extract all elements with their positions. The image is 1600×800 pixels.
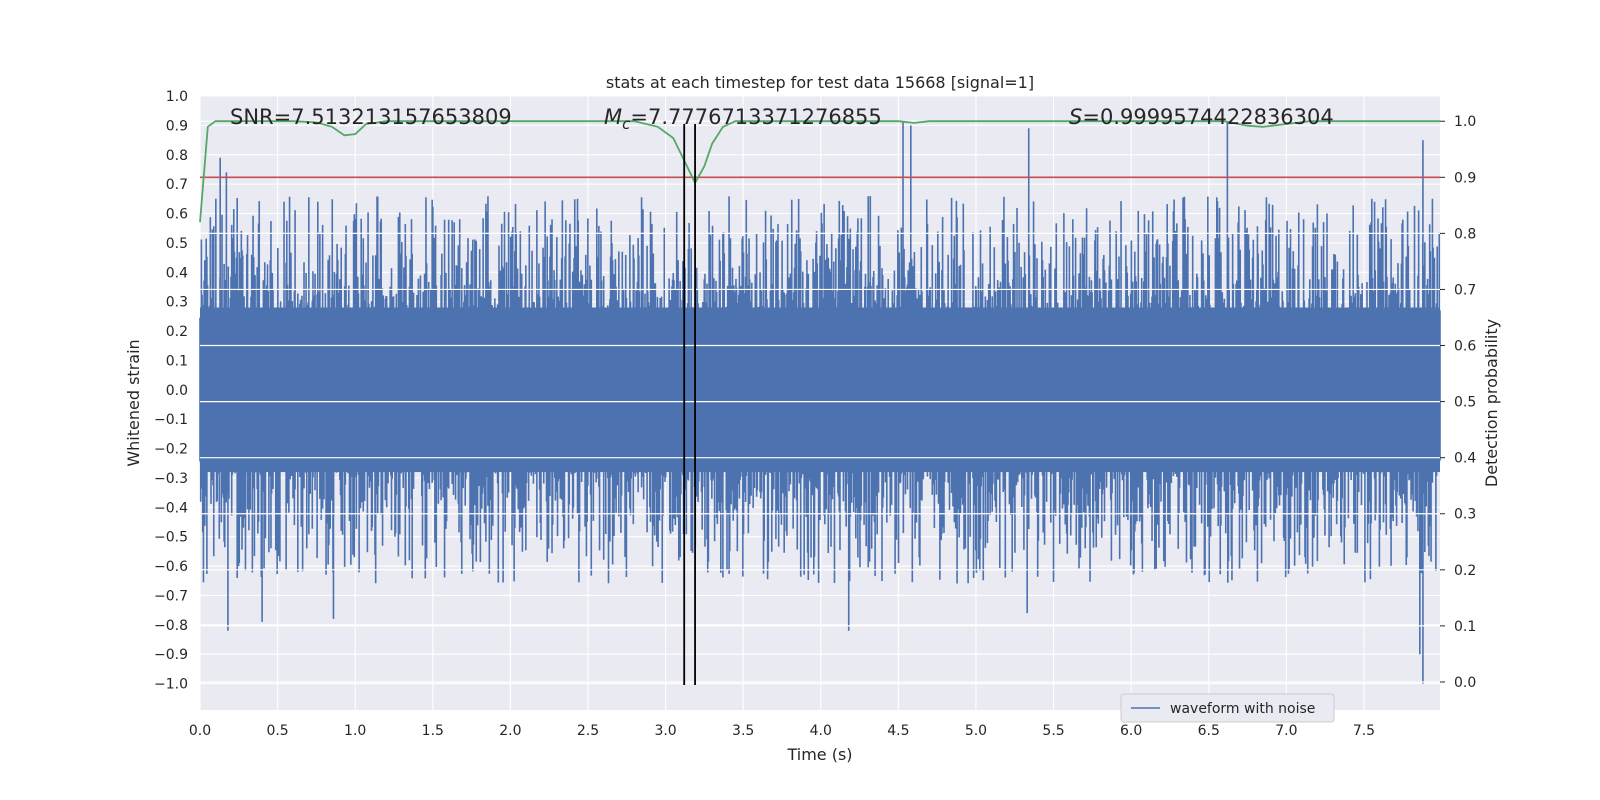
chirp-mass-symbol: M	[604, 105, 622, 129]
y-tick-label: −0.5	[154, 530, 188, 546]
y-tick-label: 0.9	[166, 118, 188, 134]
x-tick-label: 3.0	[654, 723, 676, 739]
legend-box	[1120, 693, 1335, 723]
y2-tick-label: 0.0	[1454, 675, 1476, 691]
y-tick-label: 0.3	[166, 295, 188, 311]
y-tick-label: −0.6	[154, 559, 188, 575]
y2-tick-label: 1.0	[1454, 114, 1476, 130]
y-tick-label: 0.2	[166, 324, 188, 340]
x-tick-label: 1.5	[422, 723, 444, 739]
y2-tick-label: 0.4	[1454, 451, 1476, 467]
y2-tick-label: 0.1	[1454, 619, 1476, 635]
x-tick-label: 5.5	[1042, 723, 1064, 739]
y2-tick-label: 0.9	[1454, 170, 1476, 186]
y-tick-label: 1.0	[166, 89, 188, 105]
y-tick-label: 0.7	[166, 177, 188, 193]
legend-label: waveform with noise	[1170, 701, 1315, 717]
y-tick-label: −0.7	[154, 588, 188, 604]
y-tick-label: 0.4	[166, 265, 188, 281]
x-tick-label: 4.5	[887, 723, 909, 739]
x-tick-label: 7.5	[1353, 723, 1375, 739]
chirp-mass-value: =7.7776713371276855	[630, 105, 881, 129]
chirp-mass-subscript: c	[622, 115, 631, 133]
y-axis-label: Whitened strain	[124, 339, 143, 466]
waveform-series	[199, 122, 1441, 684]
y-tick-label: −0.2	[154, 442, 188, 458]
x-axis-ticks: 0.0 0.5 1.0 1.5 2.0 2.5 3.0 3.5 4.0 4.5 5.0 5.5 6.0 6…	[189, 723, 1375, 739]
y-tick-label: 0.5	[166, 236, 188, 252]
y2-tick-label: 0.8	[1454, 226, 1476, 242]
y-tick-label: −0.8	[154, 618, 188, 634]
x-tick-label: 2.5	[577, 723, 599, 739]
chirp-mass-annotation: Mc=7.7776713371276855	[604, 105, 882, 133]
legend: waveform with noise	[1120, 693, 1335, 723]
x-tick-label: 2.0	[499, 723, 521, 739]
y2-tick-label: 0.3	[1454, 507, 1476, 523]
x-tick-label: 6.0	[1120, 723, 1142, 739]
overlay	[199, 120, 1440, 685]
y2-tick-label: 0.2	[1454, 563, 1476, 579]
y2-tick-label: 0.5	[1454, 395, 1476, 411]
y-tick-label: 0.1	[166, 353, 188, 369]
detection-symbol: S	[1069, 105, 1082, 129]
y-tick-label: −0.1	[154, 412, 188, 428]
detection-value: =0.9999574422836304	[1082, 105, 1333, 129]
y-tick-label: −0.3	[154, 471, 188, 487]
waveform-core-band	[200, 307, 1440, 473]
y2-axis-label: Detection probability	[1482, 319, 1501, 487]
y-axis-ticks: 1.0 0.9 0.8 0.7 0.6 0.5 0.4 0.3 0.2 0.1 0.0 −0.1 −0.…	[154, 89, 188, 693]
y-tick-label: 0.0	[166, 383, 188, 399]
y-tick-label: −0.9	[154, 647, 188, 663]
y-tick-label: −0.4	[154, 500, 188, 516]
y2-tick-label: 0.6	[1454, 339, 1476, 355]
x-tick-label: 1.0	[344, 723, 366, 739]
x-axis-label: Time (s)	[786, 745, 852, 764]
y-tick-label: −1.0	[154, 677, 188, 693]
y-tick-label: 0.8	[166, 148, 188, 164]
x-tick-label: 3.5	[732, 723, 754, 739]
snr-annotation: SNR=7.513213157653809	[230, 105, 512, 129]
y-tick-label: 0.6	[166, 207, 188, 223]
x-tick-label: 4.0	[810, 723, 832, 739]
y2-axis-ticks: 1.0 0.9 0.8 0.7 0.6 0.5 0.4 0.3 0.2 0.1 0.0	[1440, 114, 1476, 691]
x-tick-label: 7.0	[1275, 723, 1297, 739]
y2-tick-label: 0.7	[1454, 282, 1476, 298]
x-tick-label: 6.5	[1198, 723, 1220, 739]
x-tick-label: 0.5	[266, 723, 288, 739]
detection-statistic-annotation: S=0.9999574422836304	[1069, 105, 1334, 129]
chart-title: stats at each timestep for test data 156…	[606, 73, 1034, 92]
x-tick-label: 5.0	[965, 723, 987, 739]
x-tick-label: 0.0	[189, 723, 211, 739]
